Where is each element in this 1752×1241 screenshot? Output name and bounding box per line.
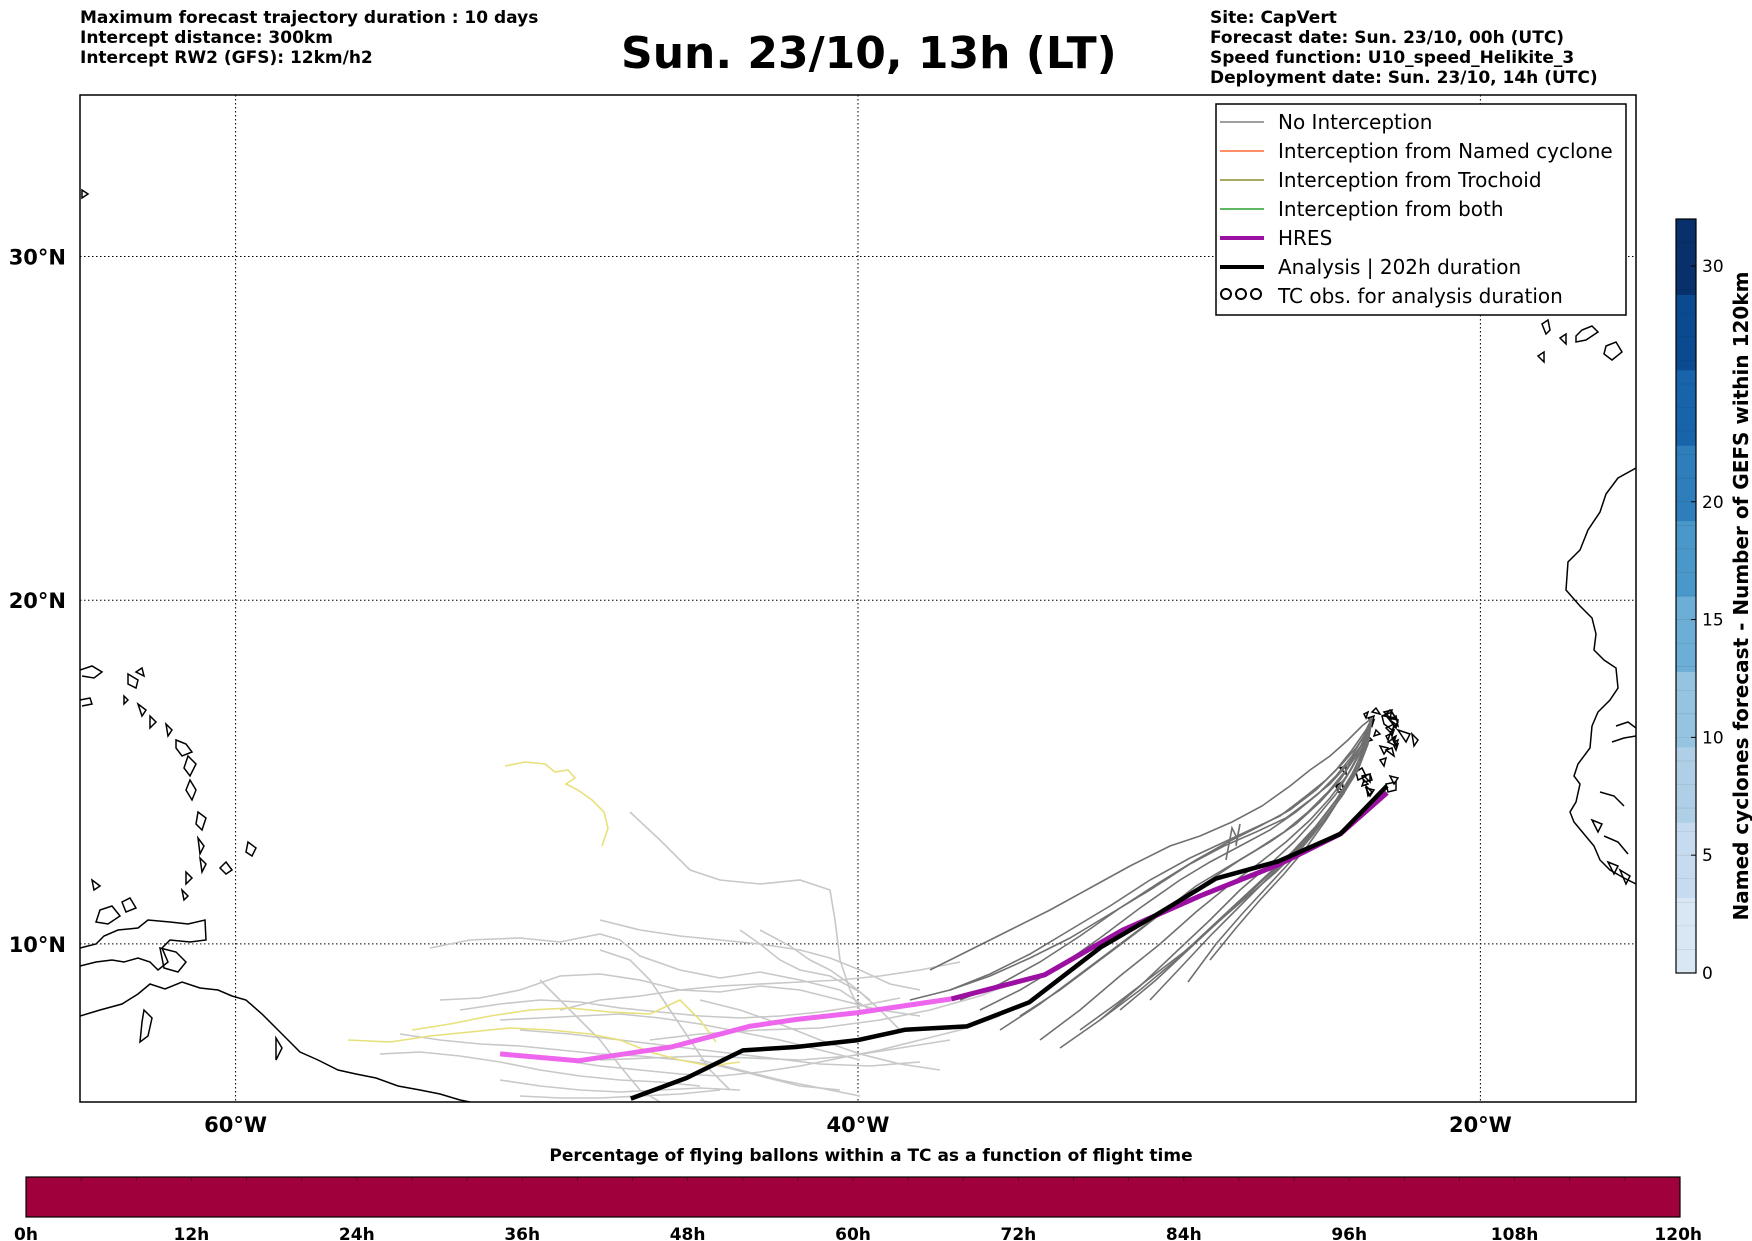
page-title: Sun. 23/10, 13h (LT) — [621, 28, 1117, 79]
tracks-layer — [499, 784, 1389, 1101]
lat-label-0: 30°N — [9, 246, 66, 270]
vcolorbar-tick-3: 15 — [1702, 611, 1724, 631]
vcolorbar-segment-9 — [1676, 219, 1696, 295]
hcolorbar-tick-6: 72h — [1001, 1225, 1037, 1241]
legend-label-5: Analysis | 202h duration — [1278, 255, 1521, 279]
intercept-distance-text: Intercept distance: 300km — [80, 28, 333, 48]
lat-label-2: 10°N — [9, 933, 66, 957]
horizontal-colorbar: Percentage of flying ballons within a TC… — [14, 1146, 1702, 1241]
hcolorbar-tick-5: 60h — [835, 1225, 871, 1241]
map-frame — [79, 94, 1637, 1103]
vcolorbar-tick-0: 0 — [1702, 964, 1713, 984]
hcolorbar-title: Percentage of flying ballons within a TC… — [549, 1146, 1192, 1166]
hcolorbar-tick-1: 12h — [174, 1225, 210, 1241]
hcolorbar-tick-7: 84h — [1166, 1225, 1202, 1241]
hcolorbar-tick-4: 48h — [670, 1225, 706, 1241]
vcolorbar-segment-3 — [1676, 671, 1696, 748]
vcolorbar-tick-4: 20 — [1702, 493, 1724, 513]
lon-label-0: 60°W — [204, 1113, 267, 1137]
lon-label-1: 40°W — [827, 1113, 890, 1137]
forecast-date-text: Forecast date: Sun. 23/10, 00h (UTC) — [1210, 28, 1565, 48]
site-text: Site: CapVert — [1210, 8, 1337, 28]
vcolorbar-segment-0 — [1676, 897, 1696, 974]
coastline-americas — [80, 188, 471, 1102]
legend-tc-symbol-2 — [1250, 288, 1262, 300]
hres-track-early — [499, 996, 952, 1064]
lat-label-1: 20°N — [9, 589, 66, 613]
vcolorbar-segment-1 — [1676, 822, 1696, 899]
vcolorbar-segment-8 — [1676, 294, 1696, 371]
legend-box — [1215, 103, 1627, 316]
hcolorbar-tick-8: 96h — [1331, 1225, 1367, 1241]
vcolorbar-tick-5: 30 — [1702, 257, 1724, 277]
deployment-date-text: Deployment date: Sun. 23/10, 14h (UTC) — [1210, 68, 1598, 88]
legend-tc-symbol-1 — [1235, 288, 1247, 300]
analysis-track — [630, 784, 1389, 1101]
legend-label-6: TC obs. for analysis duration — [1277, 284, 1563, 308]
vcolorbar-segment-4 — [1676, 596, 1696, 672]
hcolorbar-tick-10: 120h — [1654, 1225, 1702, 1241]
hcolorbar-tick-9: 108h — [1491, 1225, 1539, 1241]
vcolorbar-label: Named cyclones forecast - Number of GEFS… — [1729, 272, 1752, 921]
hcolorbar-tick-0: 0h — [14, 1225, 38, 1241]
coastline-africa — [1334, 318, 1636, 886]
legend-label-0: No Interception — [1278, 110, 1432, 134]
lon-label-2: 20°W — [1449, 1113, 1512, 1137]
legend-label-4: HRES — [1278, 226, 1332, 250]
vcolorbar-segment-6 — [1676, 445, 1696, 522]
vcolorbar-tick-1: 5 — [1702, 846, 1713, 866]
vcolorbar-tick-2: 10 — [1702, 728, 1724, 748]
vcolorbar-segment-2 — [1676, 746, 1696, 823]
vcolorbar-segment-7 — [1676, 369, 1696, 446]
latitude-labels: 30°N 20°N 10°N — [9, 246, 66, 957]
legend-tc-symbol-0 — [1220, 288, 1232, 300]
ensemble-tracks-yellow — [347, 761, 741, 1067]
legend-label-1: Interception from Named cyclone — [1278, 139, 1613, 163]
intercept-rw2-text: Intercept RW2 (GFS): 12km/h2 — [80, 48, 373, 68]
legend-label-3: Interception from both — [1278, 197, 1504, 221]
legend-label-2: Interception from Trochoid — [1278, 168, 1542, 192]
hcolorbar-fill — [25, 1176, 1681, 1218]
hcolorbar-tick-2: 24h — [339, 1225, 375, 1241]
hcolorbar-tick-3: 36h — [504, 1225, 540, 1241]
max-duration-text: Maximum forecast trajectory duration : 1… — [80, 8, 539, 28]
longitude-labels: 60°W 40°W 20°W — [204, 1113, 1512, 1137]
speed-function-text: Speed function: U10_speed_Helikite_3 — [1210, 48, 1575, 68]
legend: No Interception Interception from Named c… — [1215, 103, 1627, 316]
vcolorbar-frame — [1675, 218, 1697, 974]
vcolorbar-segment-5 — [1676, 520, 1696, 597]
